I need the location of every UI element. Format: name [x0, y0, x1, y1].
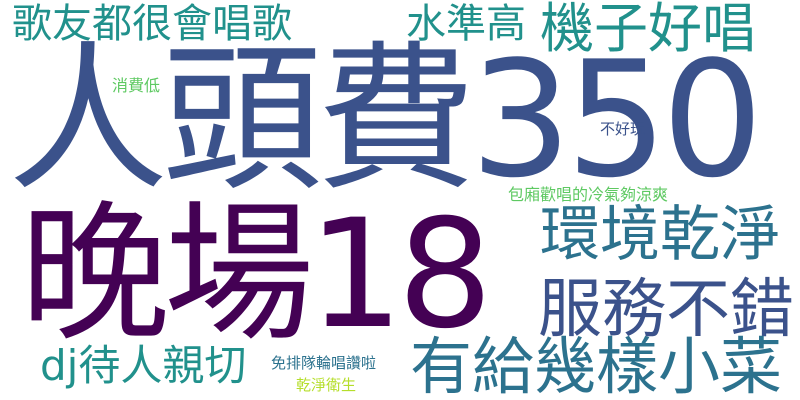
word-7: 服務不錯: [538, 273, 794, 347]
word-3: 歌友都很會唱歌: [12, 1, 292, 47]
word-5: 機子好唱: [540, 0, 756, 60]
word-8: 有給幾樣小菜: [410, 330, 783, 400]
word-2: 晚場18: [20, 188, 493, 362]
word-4: 水準高: [406, 1, 526, 47]
word-14: 乾淨衛生: [296, 376, 357, 394]
word-11: 不好玩: [600, 120, 646, 138]
word-9: dj待人親切: [40, 341, 247, 390]
word-10: 消費低: [112, 76, 161, 95]
word-6: 環境乾淨: [540, 200, 780, 270]
word-1: 人頭費350: [8, 26, 763, 213]
word-13: 免排隊輪唱讚啦: [271, 354, 377, 372]
word-12: 包廂歡唱的冷氣夠涼爽: [508, 185, 669, 204]
